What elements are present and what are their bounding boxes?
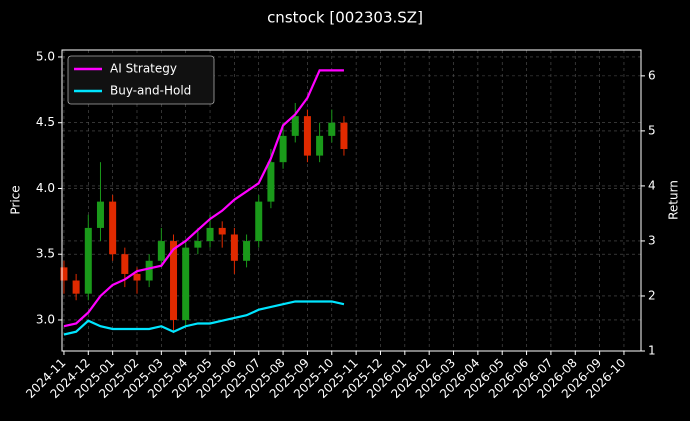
candle-body (109, 201, 117, 255)
y2-tick-label: 2 (648, 288, 656, 302)
candle-body (145, 260, 153, 281)
series-line (63, 69, 344, 328)
chart-title: cnstock [002303.SZ] (267, 9, 423, 27)
candle-body (84, 227, 92, 294)
candle-body (206, 227, 214, 242)
legend-box (67, 55, 215, 105)
candle-body (96, 201, 104, 228)
candle-body (60, 267, 68, 281)
plot-frame (61, 49, 642, 352)
candle-body (72, 280, 80, 294)
y2-tick-label: 6 (648, 68, 656, 82)
y-tick-label: 3.0 (36, 312, 55, 326)
y2-tick-label: 3 (648, 233, 656, 247)
candle-body (194, 241, 202, 248)
candle-body (157, 241, 165, 261)
candle-body (218, 227, 226, 235)
candle-body (133, 273, 141, 281)
candle-body (328, 122, 336, 136)
candle-body (291, 116, 299, 136)
y-axis-label: Price (9, 185, 23, 214)
candle-body (230, 234, 238, 261)
candle-body (170, 241, 178, 320)
y2-tick-label: 5 (648, 123, 656, 137)
candle-body (316, 135, 324, 156)
y2-tick-label: 4 (648, 178, 656, 192)
y2-tick-label: 1 (648, 344, 656, 358)
candle-body (255, 201, 263, 242)
legend-label: AI Strategy (110, 62, 177, 76)
legend-label: Buy-and-Hold (110, 84, 191, 98)
y-tick-label: 4.5 (36, 115, 55, 129)
candle-body (121, 254, 129, 274)
candle-body (243, 241, 251, 261)
candle-body (182, 247, 190, 320)
y-tick-label: 3.5 (36, 247, 55, 261)
y2-axis-label: Return (667, 180, 681, 220)
y-tick-label: 5.0 (36, 49, 55, 63)
candle-body (267, 162, 275, 202)
candle-body (340, 122, 348, 150)
candle-body (303, 116, 311, 156)
y-tick-label: 4.0 (36, 181, 55, 195)
series-line (63, 300, 345, 336)
candle-body (279, 135, 287, 163)
